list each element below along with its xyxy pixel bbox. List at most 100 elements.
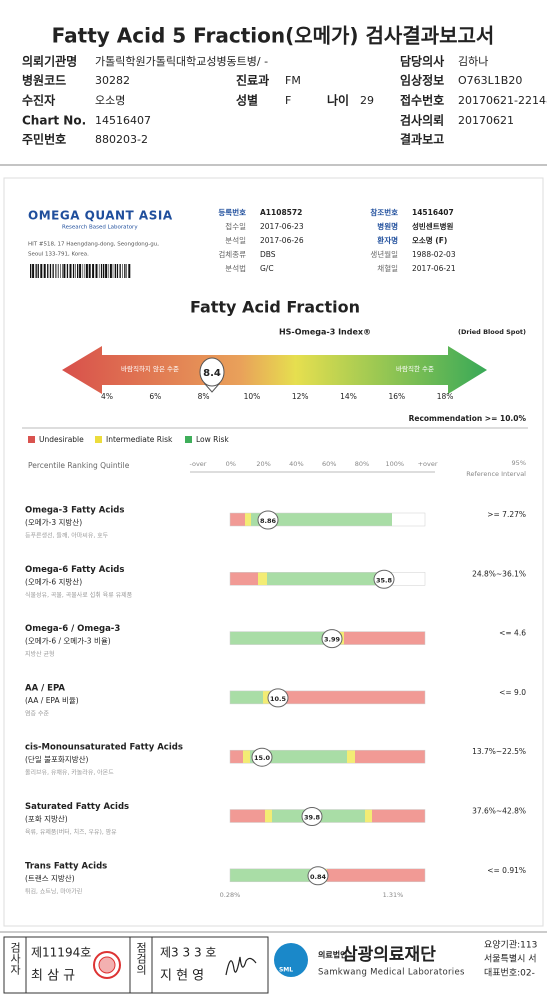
result-marker [267, 688, 289, 708]
barcode-bar [52, 264, 54, 278]
barcode-bar [77, 264, 79, 278]
range-segment [251, 513, 392, 526]
reference-header: 95% [512, 459, 526, 467]
result-reference: <= 0.91% [487, 866, 526, 875]
result-marker [321, 629, 343, 649]
result-reference: 37.6%~42.8% [472, 807, 526, 816]
lab-name: OMEGA QUANT ASIA [28, 209, 173, 223]
index-scale-label: 10% [244, 392, 261, 401]
signer-name: 지 현 영 [160, 969, 204, 984]
result-reference: 13.7%~22.5% [472, 747, 526, 756]
range-segment [230, 809, 265, 823]
percentile-scale-label: 20% [256, 460, 270, 468]
index-arrow [62, 346, 487, 394]
result-value: 35.8 [376, 576, 393, 584]
field-label: 임상정보 [400, 73, 444, 88]
barcode-bar [119, 264, 121, 278]
info-label: 병원명 [377, 221, 398, 231]
result-description: 튀김, 쇼트닝, 마아가린 [25, 887, 82, 895]
result-marker [373, 569, 395, 589]
result-reference: >= 7.27% [487, 510, 526, 519]
barcode-bar [124, 264, 126, 278]
result-name: Omega-3 Fatty Acids [25, 506, 124, 516]
barcode-bar [98, 264, 100, 278]
info-label: 생년월일 [370, 249, 398, 259]
field-value: F [285, 94, 291, 107]
range-segment [243, 750, 250, 764]
range-bar-outline [229, 572, 426, 586]
section-title: Fatty Acid Fraction [190, 298, 360, 317]
info-value: 1988-02-03 [412, 250, 456, 259]
field-value: 880203-2 [95, 133, 148, 146]
barcode-bar [60, 264, 61, 278]
barcode-bar [116, 264, 119, 278]
field-label: Chart No. [22, 114, 86, 128]
result-description: 지방산 균형 [25, 650, 55, 658]
percentile-scale-label: 40% [289, 460, 303, 468]
signature [225, 956, 257, 976]
signer-title: 검사자 [9, 942, 22, 975]
legend-label: Low Risk [196, 435, 229, 444]
report-title: Fatty Acid 5 Fraction(오메가) 검사결과보고서 [52, 24, 495, 48]
range-bar-outline [229, 868, 426, 883]
reference-header: Reference Interval [466, 470, 526, 478]
range-segment [327, 868, 425, 882]
field-label: 병원코드 [22, 73, 66, 88]
field-value: 20170621 [458, 114, 514, 127]
barcode-bar [112, 264, 114, 278]
range-segment [344, 631, 425, 645]
index-scale-label: 6% [149, 392, 161, 401]
info-value: DBS [260, 250, 276, 259]
barcode-bar [56, 264, 58, 278]
org-english: Samkwang Medical Laboratories [318, 968, 465, 978]
legend-label: Undesirable [39, 435, 84, 444]
range-bar-outline [229, 512, 426, 527]
info-label: 참조번호 [370, 207, 398, 217]
index-scale-label: 8% [198, 392, 210, 401]
percentile-scale-label: -over [190, 460, 207, 468]
lab-address: Seoul 133-791, Korea. [28, 252, 89, 258]
legend-label: Intermediate Risk [106, 435, 173, 444]
legend-swatch [185, 436, 192, 443]
lab-tagline: Research Based Laboratory [62, 225, 138, 231]
percentile-title: Percentile Ranking Quintile [28, 461, 130, 470]
range-segment [250, 750, 347, 764]
barcode-bar [62, 264, 63, 278]
field-label: 접수번호 [400, 93, 444, 108]
barcode-bar [85, 264, 88, 278]
result-marker [251, 747, 273, 767]
result-name: Omega-6 / Omega-3 [25, 624, 120, 634]
barcode-bar [122, 264, 123, 278]
trans-scale-label: 0.28% [220, 891, 241, 899]
range-segment [355, 750, 425, 764]
field-label: 검사의뢰 [400, 113, 444, 128]
field-label: 성별 [236, 93, 258, 108]
field-label: 수진자 [22, 93, 55, 108]
barcode-bar [69, 264, 72, 278]
range-segment [230, 572, 258, 586]
result-name: Trans Fatty Acids [25, 861, 107, 871]
range-segment [245, 513, 251, 526]
legend-swatch [95, 436, 102, 443]
index-scale-label: 12% [292, 392, 309, 401]
result-value: 10.5 [270, 695, 287, 703]
info-value: 2017-06-21 [412, 264, 456, 273]
result-description: 염증 수준 [25, 709, 49, 717]
barcode-bar [63, 264, 66, 278]
result-reference: <= 9.0 [499, 688, 526, 697]
percentile-scale-label: 0% [226, 460, 236, 468]
info-value: A1108572 [260, 208, 302, 217]
barcode-bar [30, 264, 32, 278]
info-value: 2017-06-23 [260, 222, 304, 231]
result-value: 15.0 [254, 754, 271, 762]
recommendation: Recommendation >= 10.0% [409, 414, 527, 423]
result-value: 39.8 [304, 814, 321, 822]
barcode-bar [43, 264, 46, 278]
org-logo-mark [274, 943, 308, 977]
signer-license: 제11194호 [31, 946, 91, 960]
signer-title: 점검의 [135, 942, 148, 976]
result-name-ko: (오메가-6 / 오메가-3 비율) [25, 637, 111, 646]
result-value: 3.99 [324, 636, 341, 644]
result-name-ko: (포화 지방산) [25, 814, 68, 824]
result-name-ko: (트랜스 지방산) [25, 873, 75, 883]
